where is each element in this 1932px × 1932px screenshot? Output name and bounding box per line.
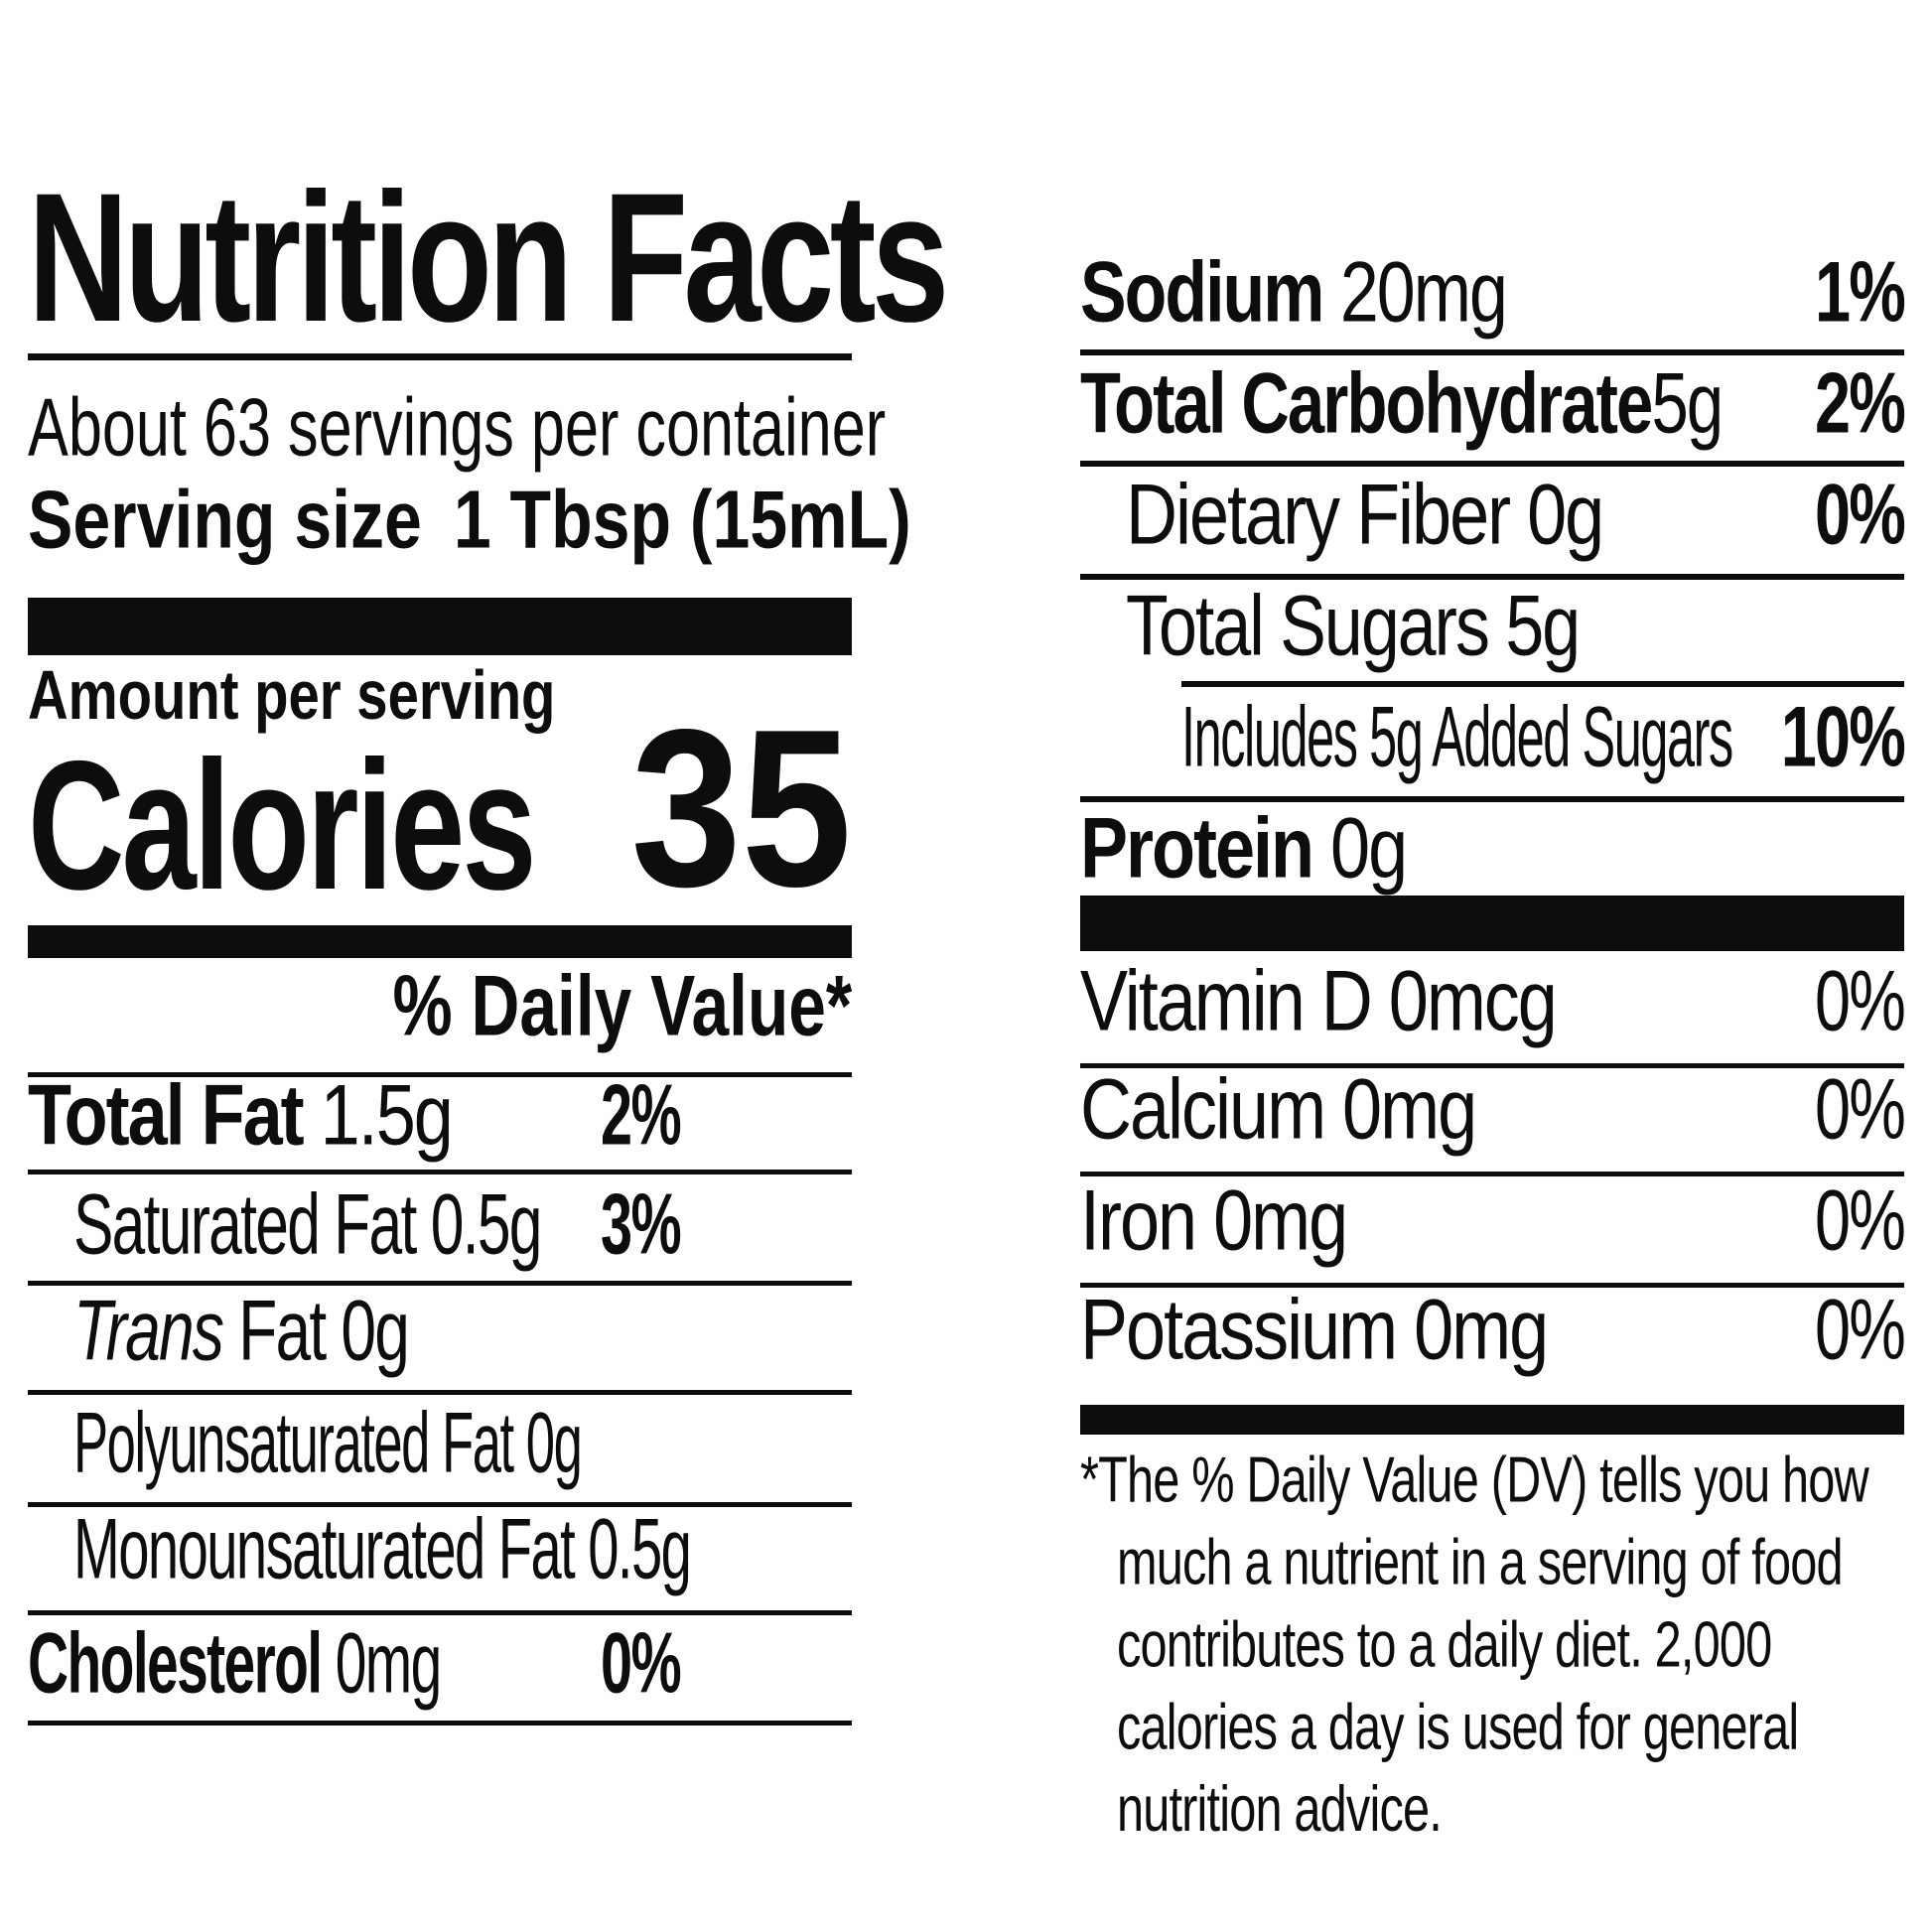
hairline-rule [1080,796,1904,802]
hairline-rule [1080,1172,1904,1176]
footnote-line: contributes to a daily diet. 2,000 [1116,1608,1772,1682]
saturated-fat-dv: 3% [600,1176,682,1273]
panel-left-column: Nutrition Facts About 63 servings per co… [28,0,949,1932]
row-monounsaturated-fat: Monounsaturated Fat 0.5g [28,1507,852,1592]
row-saturated-fat: Saturated Fat 0.5g 3% [28,1182,852,1268]
cholesterol-amount: 0mg [321,1615,443,1712]
row-vitamin-d: Vitamin D 0mcg 0% [1080,959,1906,1044]
row-sodium: Sodium 20mg 1% [1080,250,1906,336]
sodium-name: Sodium [1080,244,1324,341]
added-sugars-dv: 10% [1780,689,1906,785]
sodium-amount: 20mg [1322,244,1508,341]
hairline-rule [28,1721,852,1725]
daily-value-header: % Daily Value* [392,958,852,1054]
hairline-rule [28,353,852,360]
saturated-fat-text: Saturated Fat 0.5g [73,1176,542,1273]
hairline-rule [1080,349,1904,355]
row-total-fat: Total Fat 1.5g 2% [28,1073,852,1159]
indented-hairline-rule [1181,681,1904,687]
hairline-rule [28,1170,852,1174]
hairline-rule [1080,1063,1904,1068]
nutrition-facts-title: Nutrition Facts [28,156,949,360]
daily-value-footnote: *The % Daily Value (DV) tells you how mu… [1080,1440,1869,1851]
row-total-sugars: Total Sugars 5g [1080,584,1904,669]
panel-right-column: Sodium 20mg 1% Total Carbohydrate5g 2% D… [1080,0,1906,1932]
hairline-rule [1080,574,1904,580]
total-carbohydrate-amount: 5g [1651,355,1724,452]
footnote-line: calories a day is used for general [1116,1691,1799,1763]
hairline-rule [28,1502,852,1507]
amount-per-serving: Amount per serving [28,661,572,731]
thick-separator-bar [1080,1405,1904,1435]
calories-label: Calories [28,724,537,928]
total-fat-dv: 2% [600,1067,682,1164]
total-fat-name: Total Fat [28,1067,305,1164]
added-sugars-text: Includes 5g Added Sugars [1181,689,1733,785]
row-cholesterol: Cholesterol 0mg 0% [28,1621,852,1707]
iron-dv: 0% [1814,1173,1906,1269]
calcium-dv: 0% [1814,1061,1906,1158]
vitamin-d-dv: 0% [1814,953,1906,1049]
calories-value: 35 [630,683,852,934]
servings-per-container: About 63 servings per container [28,386,981,469]
amount-per-serving-text: Amount per serving [28,656,556,735]
row-protein: Protein 0g [1080,806,1904,892]
cholesterol-dv: 0% [600,1615,682,1712]
hairline-rule [28,1072,852,1077]
protein-amount: 0g [1312,800,1408,897]
footnote-line: nutrition advice. [1116,1773,1443,1846]
protein-name: Protein [1080,800,1314,897]
row-calcium: Calcium 0mg 0% [1080,1067,1906,1153]
footnote-line: much a nutrient in a serving of food [1116,1526,1844,1599]
row-potassium: Potassium 0mg 0% [1080,1288,1906,1373]
row-iron: Iron 0mg 0% [1080,1178,1906,1264]
total-sugars-text: Total Sugars 5g [1126,578,1581,674]
serving-size-value: 1 Tbsp (15mL) [453,474,911,566]
thick-separator-bar [28,598,852,655]
serving-size-line: Serving size 1 Tbsp (15mL) [28,479,911,561]
vitamin-d-text: Vitamin D 0mcg [1080,953,1558,1049]
row-added-sugars: Includes 5g Added Sugars 10% [1080,695,1906,780]
row-trans-fat: Trans Fat 0g [28,1289,852,1374]
medium-separator-bar [28,925,852,958]
trans-fat-italic: Trans [73,1283,224,1379]
servings-per-container-text: About 63 servings per container [28,381,887,474]
sodium-dv: 1% [1814,244,1906,341]
calcium-text: Calcium 0mg [1080,1061,1477,1158]
potassium-dv: 0% [1814,1282,1906,1378]
footnote-line: *The % Daily Value (DV) tells you how [1080,1444,1869,1517]
trans-fat-text: Fat 0g [222,1283,410,1379]
dietary-fiber-text: Dietary Fiber 0g [1126,467,1604,563]
dietary-fiber-dv: 0% [1814,467,1906,563]
total-carbohydrate-name: Total Carbohydrate [1080,355,1653,452]
row-total-carbohydrate: Total Carbohydrate5g 2% [1080,361,1906,447]
iron-text: Iron 0mg [1080,1173,1348,1269]
hairline-rule [1080,1283,1904,1288]
potassium-text: Potassium 0mg [1080,1282,1549,1378]
row-dietary-fiber: Dietary Fiber 0g 0% [1080,473,1906,558]
serving-size-label: Serving size [28,474,422,566]
hairline-rule [28,1390,852,1395]
total-carbohydrate-dv: 2% [1814,355,1906,452]
monounsaturated-fat-text: Monounsaturated Fat 0.5g [73,1501,692,1597]
hairline-rule [1080,461,1904,467]
hairline-rule [28,1610,852,1615]
hairline-rule [28,1281,852,1286]
cholesterol-name: Cholesterol [28,1615,323,1712]
polyunsaturated-fat-text: Polyunsaturated Fat 0g [73,1395,583,1491]
thick-separator-bar [1080,896,1904,951]
row-polyunsaturated-fat: Polyunsaturated Fat 0g [28,1401,852,1486]
total-fat-amount: 1.5g [302,1067,454,1164]
